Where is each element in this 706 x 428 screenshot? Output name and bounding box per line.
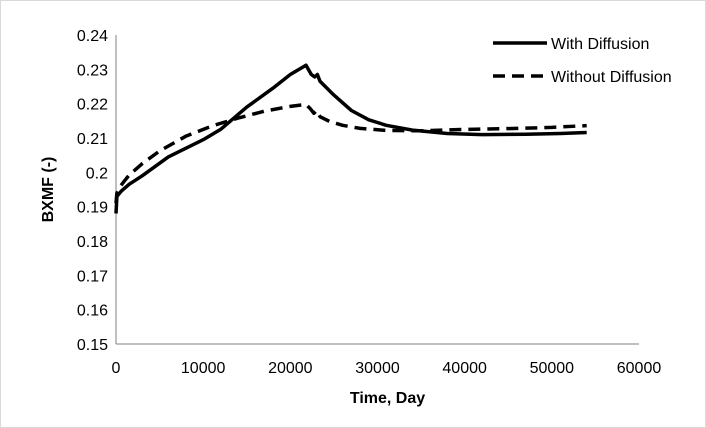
y-tick-label: 0.15	[77, 337, 108, 354]
legend: With Diffusion Without Diffusion	[493, 36, 672, 86]
y-tick-label: 0.24	[77, 28, 108, 45]
x-tick-label: 40000	[442, 360, 487, 377]
series-layer	[114, 63, 587, 214]
x-tick-labels: 0 10000 20000 30000 40000 50000 60000	[112, 360, 662, 377]
series-line-2	[114, 102, 587, 204]
y-tick-label: 0.18	[77, 234, 108, 251]
series-line-1	[114, 63, 587, 214]
y-tick-label: 0.22	[77, 97, 108, 114]
x-tick-label: 20000	[268, 360, 313, 377]
legend-label-2: Without Diffusion	[551, 69, 672, 86]
y-tick-label: 0.19	[77, 200, 108, 217]
y-tick-label: 0.21	[77, 131, 108, 148]
y-axis-title: BXMF (-)	[40, 157, 57, 223]
y-tick-label: 0.17	[77, 268, 108, 285]
x-tick-label: 10000	[181, 360, 226, 377]
x-tick-label: 0	[112, 360, 121, 377]
x-tick-label: 60000	[617, 360, 662, 377]
x-tick-label: 30000	[355, 360, 400, 377]
y-tick-label: 0.23	[77, 62, 108, 79]
legend-label-1: With Diffusion	[551, 36, 649, 53]
x-tick-label: 50000	[530, 360, 575, 377]
y-tick-label: 0.2	[86, 165, 108, 182]
x-axis-title: Time, Day	[350, 390, 425, 407]
y-tick-label: 0.16	[77, 303, 108, 320]
y-tick-labels: 0.15 0.16 0.17 0.18 0.19 0.2 0.21 0.22 0.23 0.24	[77, 28, 108, 354]
plot-area: 0.150.160.170.180.190.20.210.220.230.24 …	[77, 28, 661, 377]
